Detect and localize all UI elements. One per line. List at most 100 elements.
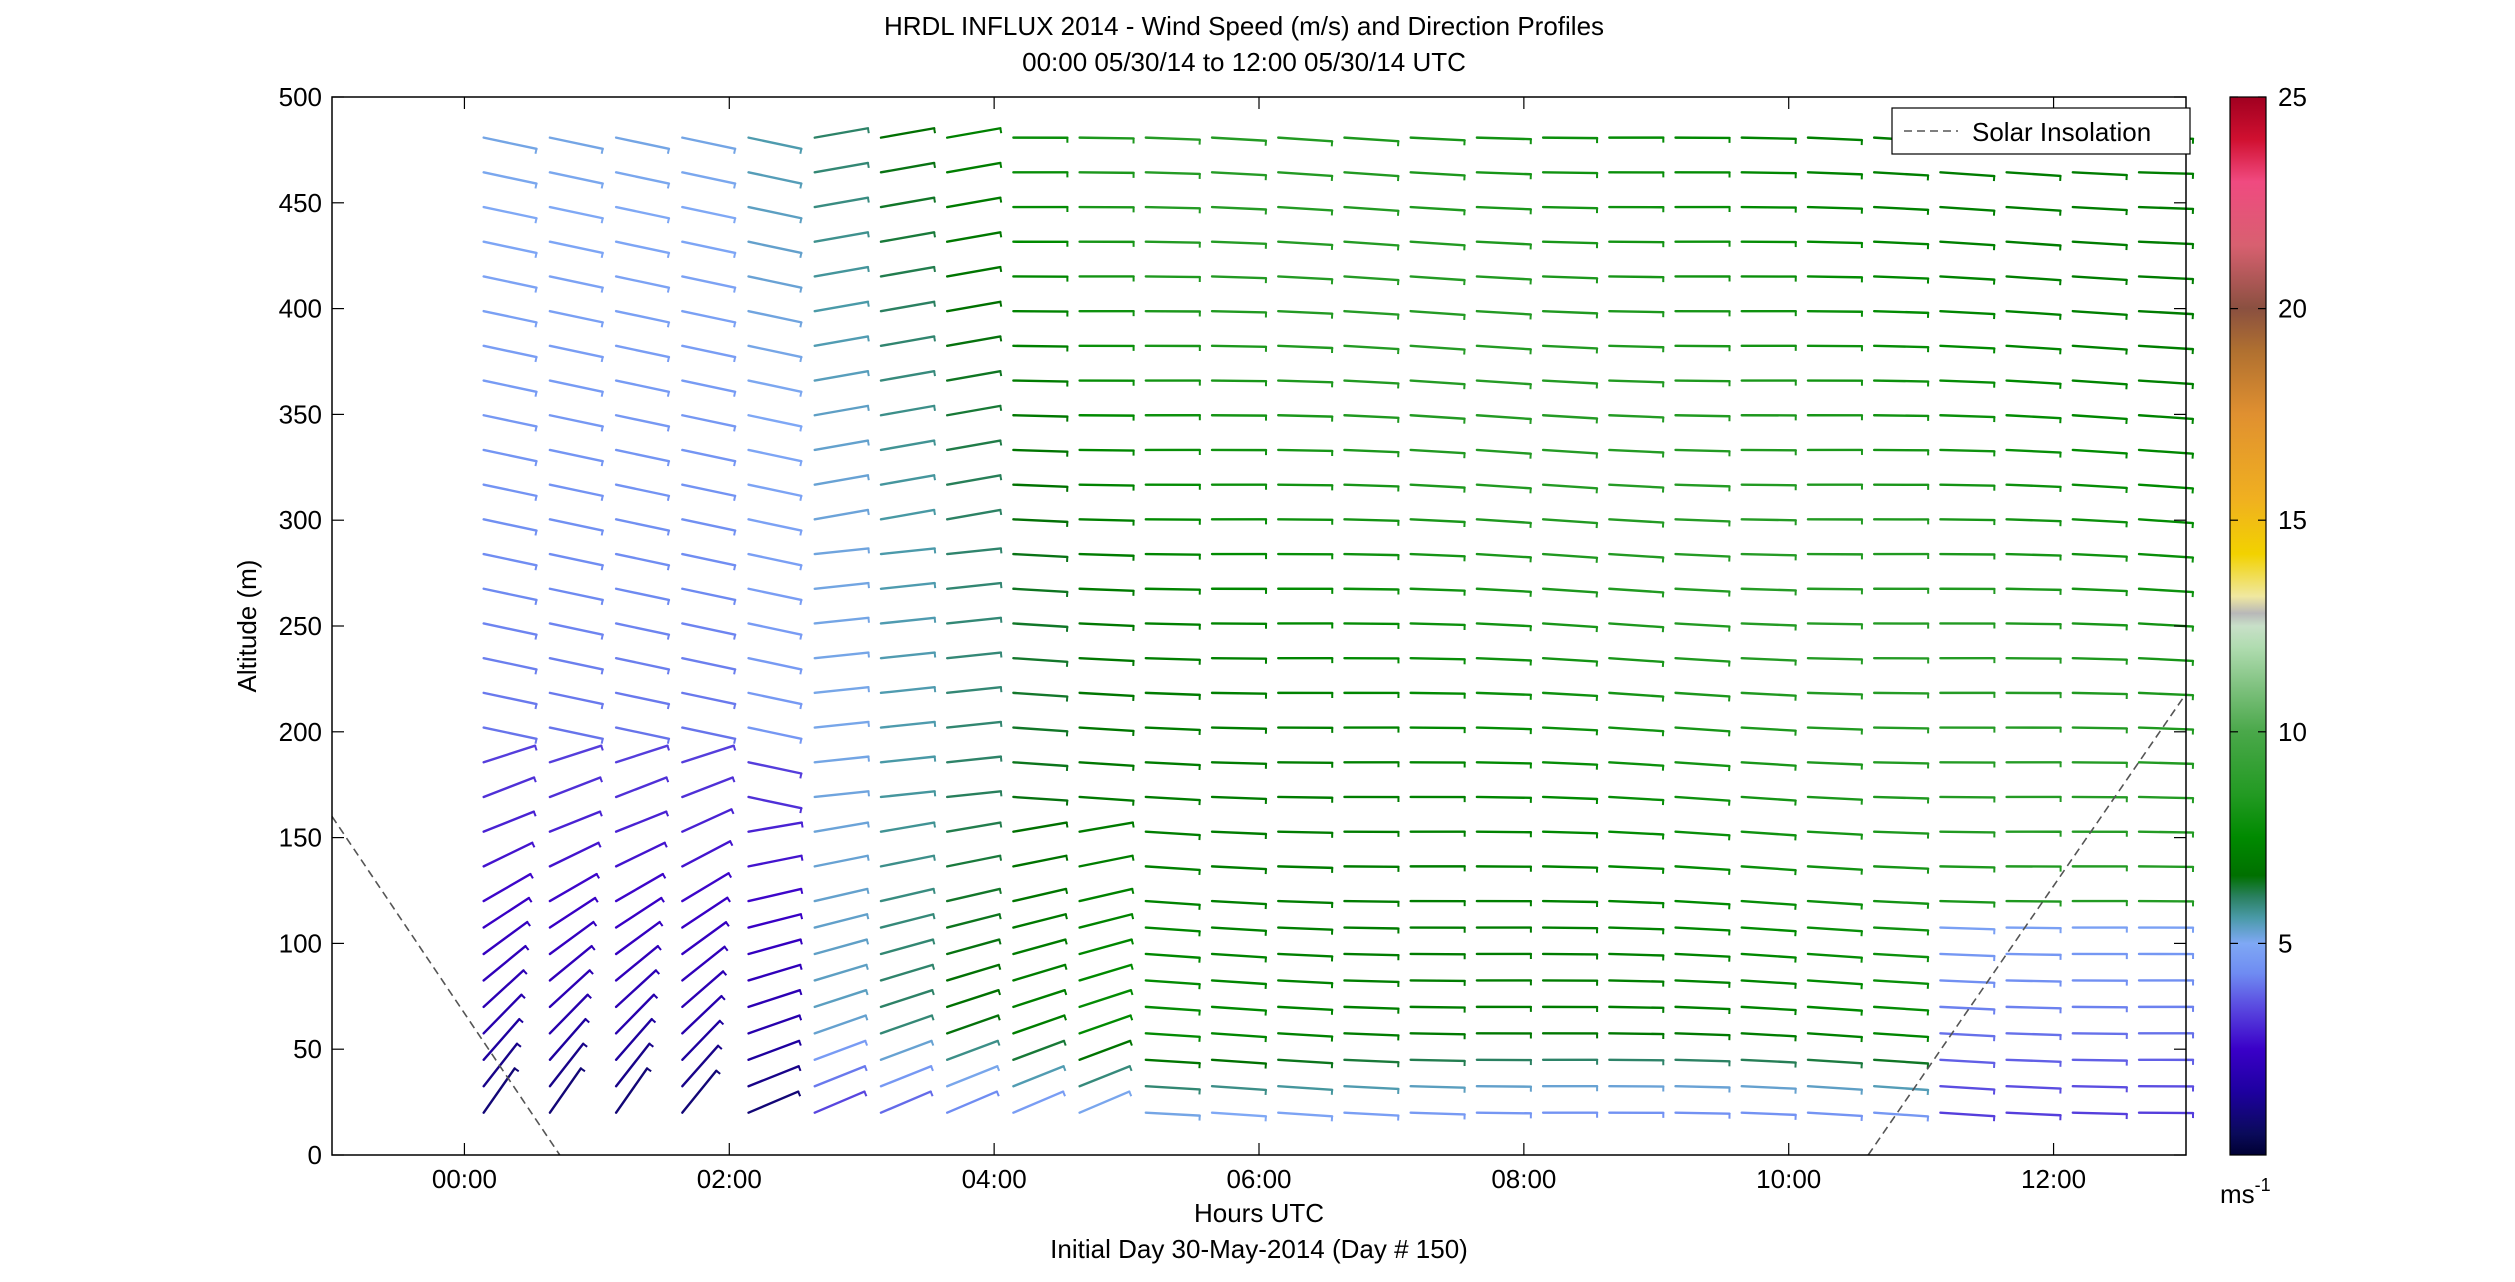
wind-barb [1210, 865, 1268, 871]
wind-barb [1409, 483, 1466, 489]
wind-barb [945, 231, 1002, 243]
wind-barb-tick [733, 495, 737, 501]
wind-barb-tick [933, 548, 937, 554]
wind-barb-tick [666, 148, 670, 154]
wind-barb-tick [592, 921, 598, 927]
wind-barb [2005, 587, 2062, 592]
wind-barb [614, 448, 671, 463]
wind-barb [614, 587, 671, 602]
wind-barb-tick [933, 336, 936, 342]
wind-barb [813, 988, 868, 1009]
wind-barb [1674, 587, 1731, 593]
wind-barb [1608, 926, 1665, 931]
wind-barb [945, 474, 1002, 486]
wind-barb [548, 1042, 585, 1088]
wind-barb [1343, 552, 1400, 557]
wind-barb [879, 581, 936, 590]
wind-barb-tick [866, 855, 870, 861]
wind-barb [1144, 275, 1202, 279]
wind-barb-tick [799, 356, 803, 363]
x-axis-label: Hours UTC [1194, 1198, 1324, 1228]
wind-barb [1210, 344, 1268, 349]
wind-barb-tick [1130, 964, 1134, 970]
wind-barb-tick [863, 1065, 868, 1072]
wind-barb [482, 136, 538, 151]
wind-barb-tick [996, 1040, 1001, 1046]
wind-barb [1277, 795, 1334, 799]
wind-barb-tick [933, 791, 937, 797]
wind-barb-tick [933, 440, 936, 446]
wind-barb-tick [733, 426, 737, 432]
wind-barb-tick [799, 252, 803, 259]
wind-barb [1674, 1058, 1731, 1063]
wind-barb [1939, 1085, 1996, 1091]
wind-barb [945, 720, 1003, 729]
wind-barb [1210, 899, 1268, 906]
wind-barb-tick [516, 1042, 522, 1048]
wind-barb-tick [1129, 1040, 1133, 1046]
wind-barb [1012, 483, 1069, 488]
wind-barb-tick [534, 252, 538, 259]
wind-barb [945, 821, 1002, 833]
wind-barb [1409, 275, 1466, 282]
wind-barb [1806, 656, 1864, 661]
wind-barb [813, 963, 868, 982]
wind-barb-tick [866, 822, 870, 828]
wind-barb [747, 854, 803, 868]
wind-barb [681, 872, 730, 903]
wind-barb [1210, 952, 1268, 959]
wind-barb-tick [999, 855, 1003, 861]
wind-barb [1475, 726, 1533, 731]
wind-barb-tick [722, 970, 728, 976]
wind-barb [482, 944, 527, 982]
wind-barb [482, 969, 525, 1009]
wind-barb [1144, 1058, 1201, 1065]
wind-barb-tick [720, 995, 726, 1001]
wind-barb-tick [1128, 1091, 1133, 1097]
wind-barb-tick [733, 148, 737, 154]
wind-barb [1541, 926, 1599, 930]
wind-barb [1806, 1111, 1864, 1118]
wind-barb-tick [799, 426, 803, 432]
wind-barb-tick [733, 391, 737, 397]
wind-barb-tick [534, 703, 538, 710]
wind-barb [1740, 171, 1797, 175]
x-tick-label: 12:00 [2021, 1164, 2086, 1194]
wind-barb-tick [717, 1045, 723, 1050]
wind-barb [1872, 795, 1930, 800]
wind-barb [945, 963, 1001, 982]
wind-barb [1806, 952, 1864, 959]
wind-barb-tick [666, 599, 670, 606]
wind-barb-tick [933, 721, 937, 728]
wind-barb-tick [799, 460, 803, 467]
wind-barb [1740, 795, 1797, 802]
wind-barb [548, 622, 604, 636]
wind-barb [1475, 518, 1532, 525]
wind-barb [1939, 483, 1996, 487]
wind-barb [2005, 1032, 2062, 1037]
wind-barb [1078, 963, 1133, 982]
wind-barb [1210, 309, 1268, 314]
wind-barb [1277, 926, 1334, 931]
x-axis-ticks: 00:00 02:00 04:00 06:00 08:00 10:00 12:00 [432, 97, 2086, 1194]
wind-barb-tick [666, 745, 670, 751]
wind-barb [482, 240, 538, 255]
wind-barb [1541, 518, 1599, 525]
wind-barb [1939, 830, 1996, 834]
wind-barb [1409, 205, 1466, 212]
wind-barb-tick [1064, 939, 1068, 945]
y-tick-label: 50 [293, 1034, 322, 1064]
wind-barb [945, 127, 1002, 139]
wind-barb [1078, 854, 1134, 868]
wind-barb [879, 1014, 934, 1035]
wind-barb [614, 969, 658, 1009]
legend-box [1891, 107, 2191, 155]
wind-barb [1012, 761, 1069, 768]
wind-barb [482, 622, 538, 636]
wind-barb [1144, 1005, 1201, 1012]
wind-barb-tick [1130, 939, 1134, 945]
wind-barb [813, 508, 870, 521]
wind-barb-tick [866, 128, 870, 134]
wind-barb [1872, 865, 1930, 870]
wind-barb [614, 136, 671, 151]
